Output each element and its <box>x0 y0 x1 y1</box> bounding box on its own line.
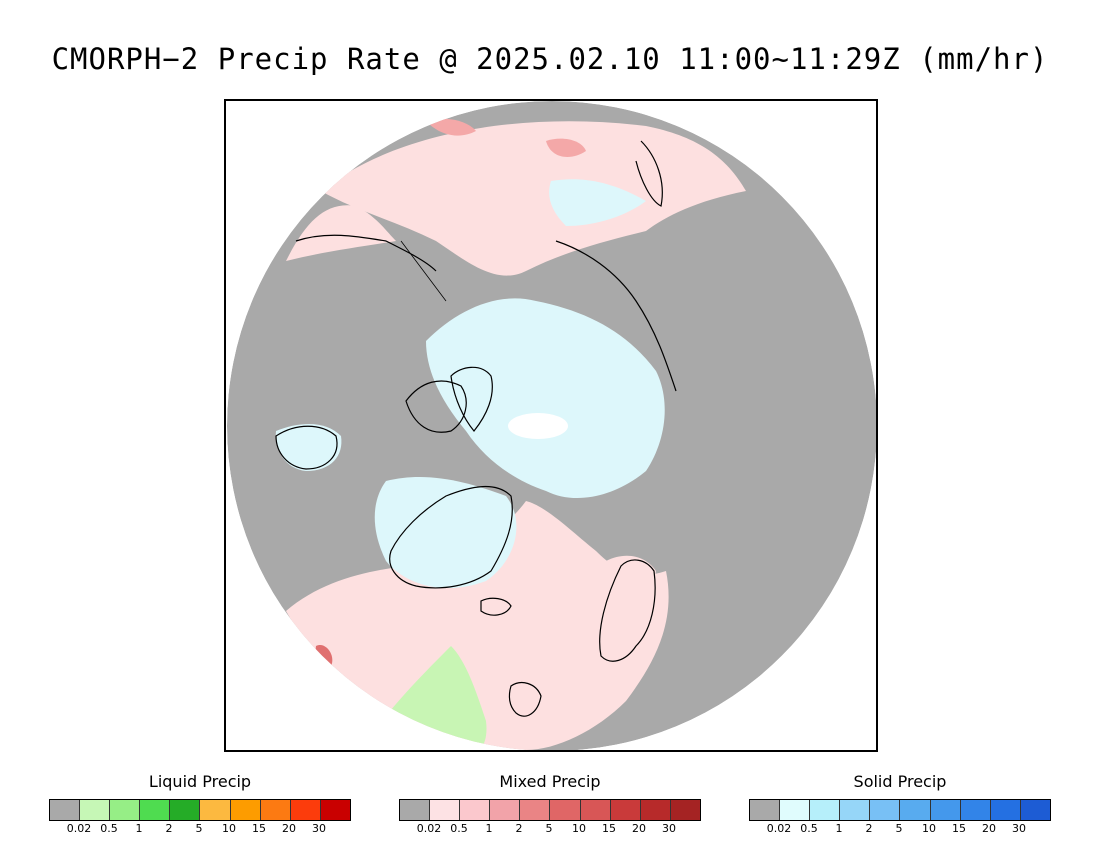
legend-color-box <box>230 800 261 820</box>
legend-tick-labels: 0.02 0.5 1 2 5 10 15 20 30 <box>399 822 699 836</box>
coastline-siberia <box>555 240 677 392</box>
legend-color-box <box>1020 800 1050 820</box>
legend-color-box <box>430 800 461 820</box>
legend-color-box <box>110 800 141 820</box>
legend-tick-label: 30 <box>1012 822 1026 835</box>
mixed-precip-north-pacific <box>321 121 746 276</box>
legend-tick-label: 0.02 <box>416 822 442 835</box>
legend-tick-labels: 0.02 0.5 1 2 5 10 15 20 30 <box>749 822 1049 836</box>
legend-tick-label: 0.5 <box>800 822 818 835</box>
legend-tick-label: 0.5 <box>450 822 468 835</box>
coastline-kamchatka <box>635 140 663 207</box>
legend-tick-label: 10 <box>222 822 236 835</box>
legend-tick-label: 0.02 <box>766 822 792 835</box>
legend-tick-label: 20 <box>982 822 996 835</box>
legend-tick-label: 10 <box>572 822 586 835</box>
legend-tick-label: 1 <box>485 822 493 835</box>
legend-color-box <box>670 800 700 820</box>
legend-color-box <box>840 800 871 820</box>
legend-tick-label: 20 <box>282 822 296 835</box>
legend-title: Mixed Precip <box>499 772 601 791</box>
legend-tick-label: 0.02 <box>66 822 92 835</box>
legend-color-box <box>260 800 291 820</box>
legend-title: Liquid Precip <box>148 772 252 791</box>
legend-title: Solid Precip <box>853 772 947 791</box>
coastline-canadian-archipelago <box>405 380 467 433</box>
clear-pole-area <box>508 413 568 439</box>
legend-tick-label: 1 <box>135 822 143 835</box>
legend-color-box <box>870 800 901 820</box>
legend-color-box <box>960 800 991 820</box>
mixed-precip-heavy-north-2 <box>546 138 586 157</box>
coastline-greenland <box>389 485 513 589</box>
legend-color-box <box>170 800 201 820</box>
legend-tick-label: 2 <box>865 822 873 835</box>
legend-color-box <box>610 800 641 820</box>
solid-precip-siberia <box>549 179 646 226</box>
legend-color-box <box>50 800 81 820</box>
legend-tick-label: 15 <box>252 822 266 835</box>
coastline-iceland <box>480 597 512 616</box>
legend-color-box <box>550 800 581 820</box>
legend-tick-label: 0.5 <box>100 822 118 835</box>
polar-map-frame <box>224 99 878 752</box>
map-title: CMORPH−2 Precip Rate @ 2025.02.10 11:00~… <box>51 42 1049 76</box>
date-line <box>400 240 447 302</box>
legend-tick-label: 5 <box>895 822 903 835</box>
mixed-precip-scandinavia <box>605 555 656 641</box>
legend-color-box <box>290 800 321 820</box>
legend-color-box <box>640 800 671 820</box>
legend-tick-label: 2 <box>515 822 523 835</box>
legend-color-box <box>750 800 781 820</box>
solid-precip-hudson-bay <box>275 424 342 471</box>
mixed-precip-heavy-north <box>426 118 476 136</box>
legend-tick-label: 20 <box>632 822 646 835</box>
legend-tick-labels: 0.02 0.5 1 2 5 10 15 20 30 <box>49 822 349 836</box>
legend-tick-label: 15 <box>952 822 966 835</box>
coastline-british-isles <box>508 682 542 717</box>
legend-color-box <box>140 800 171 820</box>
legend-tick-label: 30 <box>662 822 676 835</box>
coastlines <box>275 140 677 717</box>
legend-colorbar <box>749 799 1051 821</box>
legend-color-box <box>460 800 491 820</box>
mixed-precip-north-atlantic <box>286 501 669 750</box>
legend-color-box <box>400 800 431 820</box>
legend-color-box <box>780 800 811 820</box>
legend-color-box <box>900 800 931 820</box>
legend-tick-label: 15 <box>602 822 616 835</box>
legend-color-box <box>490 800 521 820</box>
legend-color-box <box>320 800 350 820</box>
solid-precip-arctic-ocean <box>426 298 665 499</box>
coastline-alaska <box>295 234 437 272</box>
legend-tick-label: 1 <box>835 822 843 835</box>
legend-solid-precip: Solid Precip 0.02 0.5 1 2 5 10 15 20 30 <box>749 772 1051 836</box>
legend-liquid-precip: Liquid Precip 0.02 0.5 1 2 5 10 15 20 30 <box>49 772 351 836</box>
coastline-hudson-bay <box>275 425 338 470</box>
coastline-ellesmere <box>450 366 493 432</box>
legend-color-box <box>990 800 1021 820</box>
legend-color-box <box>580 800 611 820</box>
legend-colorbar <box>49 799 351 821</box>
polar-map <box>227 101 876 750</box>
legend-colorbar <box>399 799 701 821</box>
legend-color-box <box>80 800 111 820</box>
legend-color-box <box>810 800 841 820</box>
legend-tick-label: 5 <box>545 822 553 835</box>
solid-precip-greenland <box>374 476 517 589</box>
legend-tick-label: 5 <box>195 822 203 835</box>
legend-mixed-precip: Mixed Precip 0.02 0.5 1 2 5 10 15 20 30 <box>399 772 701 836</box>
mixed-precip-alaska-west <box>286 205 396 261</box>
legend-color-box <box>520 800 551 820</box>
legend-tick-label: 2 <box>165 822 173 835</box>
legend-color-box <box>930 800 961 820</box>
legend-color-box <box>200 800 231 820</box>
legend-tick-label: 30 <box>312 822 326 835</box>
coastline-scandinavia <box>599 559 656 662</box>
legend-tick-label: 10 <box>922 822 936 835</box>
